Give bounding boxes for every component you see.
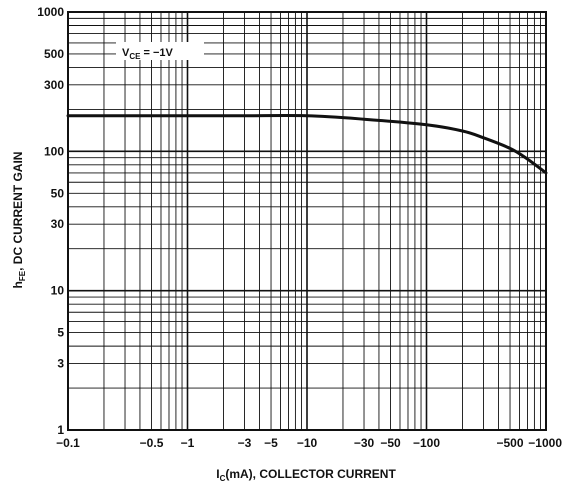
- x-axis-title-sub: C: [220, 474, 226, 483]
- y-tick-label: 3: [57, 357, 64, 371]
- x-tick-label: −500: [497, 436, 524, 450]
- x-axis-title-main: I: [216, 467, 219, 481]
- y-tick-label: 10: [51, 284, 65, 298]
- y-tick-label: 5: [57, 326, 64, 340]
- y-axis-title-main: h: [11, 281, 25, 288]
- y-tick-label: 100: [44, 144, 64, 158]
- y-tick-label: 1000: [37, 5, 64, 19]
- x-tick-label: −0.5: [140, 436, 164, 450]
- annotation-sub: CE: [129, 52, 141, 61]
- series-line: [66, 114, 548, 175]
- y-axis-title-rest: , DC CURRENT GAIN: [11, 152, 25, 271]
- x-axis-title-rest: (mA), COLLECTOR CURRENT: [225, 467, 396, 481]
- x-tick-label: −0.1: [56, 436, 80, 450]
- annotation-main: V: [122, 47, 130, 59]
- annotation-rest: = −1V: [140, 47, 173, 59]
- x-tick-label: −10: [297, 436, 318, 450]
- x-tick-label: −30: [354, 436, 375, 450]
- y-axis-title-sub: FE: [18, 270, 27, 281]
- x-tick-label: −50: [380, 436, 401, 450]
- x-tick-label: −1: [181, 436, 195, 450]
- y-tick-label: 50: [51, 186, 65, 200]
- y-tick-label: 500: [44, 47, 64, 61]
- chart-grid: [67, 12, 546, 431]
- svg-text:VCE = −1V: VCE = −1V: [122, 47, 174, 61]
- vce-annotation: VCE = −1V: [116, 42, 204, 61]
- y-tick-label: 30: [51, 217, 65, 231]
- x-tick-label: −1000: [528, 436, 562, 450]
- y-axis-title: hFE, DC CURRENT GAIN: [11, 152, 27, 289]
- y-tick-labels: 1 3 5 10 30 50 100 300 500 1000: [37, 5, 64, 437]
- x-tick-labels: −0.1 −0.5 −1 −3 −5 −10 −30 −50 −100 −500 −1000: [56, 436, 562, 450]
- x-tick-label: −100: [413, 436, 440, 450]
- y-tick-label: 1: [57, 423, 64, 437]
- y-tick-label: 300: [44, 78, 64, 92]
- x-tick-label: −3: [238, 436, 252, 450]
- x-tick-label: −5: [264, 436, 278, 450]
- plot-frame: [67, 11, 547, 431]
- x-axis-title: IC(mA), COLLECTOR CURRENT: [216, 467, 396, 483]
